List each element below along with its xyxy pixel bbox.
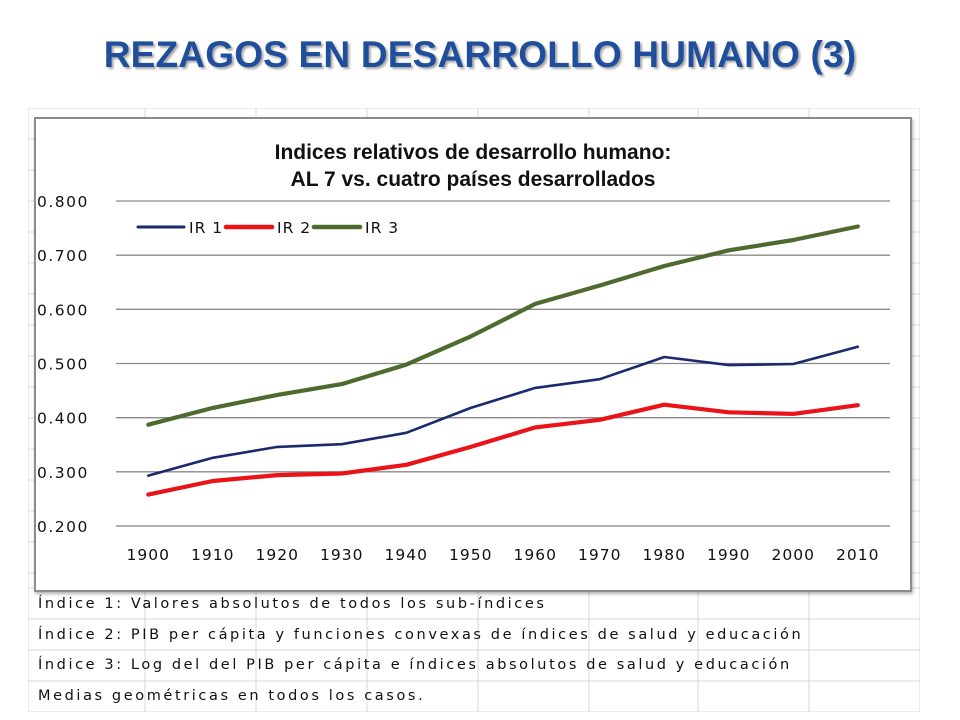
x-axis-tick-labels: 1900 1910 1920 1930 1940 1950 1960 1970 1980 1990… [127,546,879,564]
x-tick-label: 1920 [256,546,299,564]
series-line-1 [147,345,860,477]
x-tick-label: 1970 [578,546,621,564]
x-tick-label: 2000 [772,546,815,564]
y-axis-tick-labels: 0.200 0.300 0.400 0.500 0.600 0.700 0.800 [37,193,89,536]
series-lines [146,224,860,497]
x-tick-label: 1910 [191,546,234,564]
x-tick-label: 1980 [643,546,686,564]
y-tick-label: 0.500 [37,356,89,374]
y-tick-label: 0.300 [37,464,89,482]
x-tick-label: 2010 [836,546,879,564]
y-tick-label: 0.400 [37,410,89,428]
series-line-3 [146,224,860,427]
y-tick-label: 0.200 [37,518,89,536]
legend-label-2: IR 2 [277,219,311,237]
note-indice-1: Índice 1: Valores absolutos de todos los… [38,596,547,612]
line-chart: Indices relativos de desarrollo humano: … [37,141,890,564]
gridlines [116,200,890,527]
chart-title: Indices relativos de desarrollo humano: [275,141,672,164]
series-line-2 [146,402,860,497]
slide-title: REZAGOS EN DESARROLLO HUMANO (3) [103,34,857,75]
legend-label-3: IR 3 [365,219,399,237]
x-tick-label: 1900 [127,546,170,564]
x-tick-label: 1940 [385,546,428,564]
note-medias: Medias geométricas en todos los casos. [38,688,426,704]
x-tick-label: 1930 [320,546,363,564]
y-tick-label: 0.800 [37,193,89,211]
x-tick-label: 1950 [449,546,492,564]
x-tick-label: 1960 [514,546,557,564]
legend: IR 1 IR 2 IR 3 [136,219,399,237]
legend-label-1: IR 1 [189,219,223,237]
x-tick-label: 1990 [707,546,750,564]
chart-subtitle: AL 7 vs. cuatro países desarrollados [291,168,656,191]
chart-frame[interactable]: Indices relativos de desarrollo humano: … [34,117,912,592]
note-indice-3: Índice 3: Log del del PIB per cápita e í… [38,657,792,673]
y-tick-label: 0.700 [37,247,89,265]
y-tick-label: 0.600 [37,301,89,319]
note-indice-2: Índice 2: PIB per cápita y funciones con… [38,627,804,643]
